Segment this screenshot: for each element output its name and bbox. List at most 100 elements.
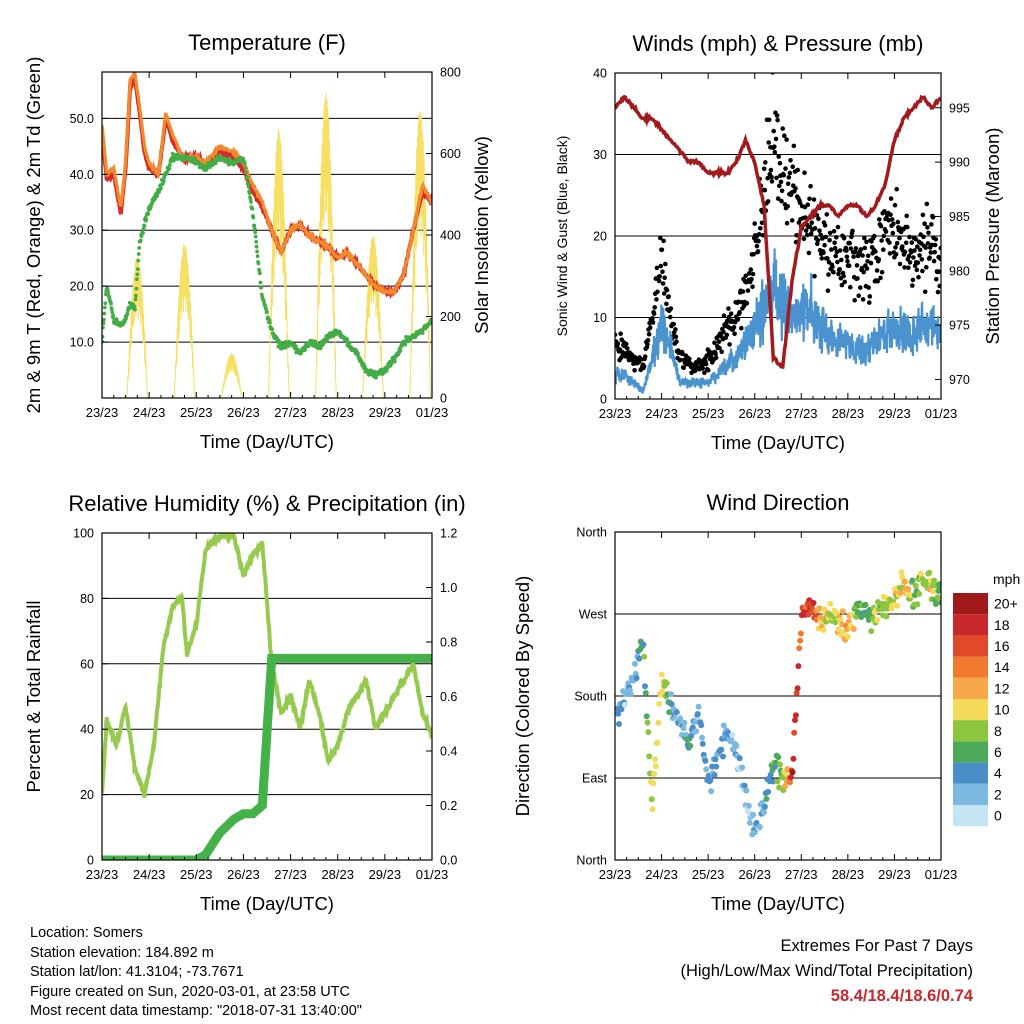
gust-point bbox=[931, 258, 937, 264]
dewpoint-point bbox=[102, 325, 105, 330]
gust-point bbox=[881, 233, 887, 239]
station-info: Location: Somers Station elevation: 184.… bbox=[30, 924, 362, 1022]
y-right-tick-label: 990 bbox=[949, 156, 970, 170]
series-sonic-wind bbox=[615, 248, 941, 395]
gust-point bbox=[771, 128, 776, 134]
colorbar-swatch bbox=[953, 783, 988, 805]
gust-point bbox=[858, 247, 864, 252]
colorbar-swatch bbox=[953, 805, 988, 827]
gust-point bbox=[837, 248, 843, 253]
gust-point bbox=[937, 283, 941, 289]
gust-point bbox=[878, 223, 884, 229]
gust-point bbox=[681, 365, 686, 371]
y-right-tick-label: 800 bbox=[440, 66, 461, 80]
gust-point bbox=[791, 143, 797, 149]
dewpoint-point bbox=[102, 321, 106, 326]
x-tick-label: 29/23 bbox=[878, 867, 911, 882]
gust-point bbox=[795, 167, 800, 173]
dewpoint-point bbox=[138, 238, 143, 243]
gust-point bbox=[851, 254, 856, 260]
gust-point bbox=[809, 220, 814, 225]
gust-point bbox=[910, 283, 915, 288]
direction-point bbox=[883, 613, 890, 620]
gust-point bbox=[740, 289, 746, 294]
direction-point bbox=[651, 771, 658, 777]
gust-point bbox=[806, 250, 812, 256]
gust-point bbox=[789, 218, 795, 223]
dewpoint-point bbox=[392, 359, 397, 364]
gust-point bbox=[700, 366, 705, 371]
y-tick-label: 30.0 bbox=[70, 224, 94, 238]
gust-point bbox=[862, 235, 867, 241]
gust-point bbox=[844, 254, 850, 260]
direction-point bbox=[930, 588, 937, 595]
gust-point bbox=[938, 256, 941, 261]
gust-point bbox=[855, 276, 860, 281]
x-tick-label: 27/23 bbox=[274, 867, 307, 882]
gust-point bbox=[687, 356, 692, 362]
x-tick-label: 23/23 bbox=[599, 406, 632, 421]
dewpoint-point bbox=[253, 230, 258, 235]
gust-point bbox=[663, 261, 668, 267]
gust-point bbox=[913, 236, 918, 242]
gust-point bbox=[721, 329, 726, 335]
direction-point bbox=[912, 582, 919, 589]
gust-point bbox=[664, 287, 670, 293]
gust-point bbox=[642, 354, 648, 359]
dewpoint-point bbox=[135, 267, 140, 271]
gust-point bbox=[824, 212, 830, 217]
gust-point bbox=[894, 240, 900, 246]
x-tick-label: 24/23 bbox=[645, 406, 678, 421]
gust-point bbox=[812, 273, 817, 279]
direction-point bbox=[616, 721, 622, 727]
gust-point bbox=[836, 271, 841, 277]
y-tick-label: 20 bbox=[80, 788, 94, 802]
gust-point bbox=[893, 245, 898, 250]
gust-point bbox=[664, 301, 669, 307]
direction-point bbox=[692, 718, 699, 725]
gust-point bbox=[902, 249, 908, 255]
gust-point bbox=[712, 340, 717, 346]
direction-point bbox=[839, 608, 846, 615]
dewpoint-point bbox=[345, 337, 349, 341]
gust-point bbox=[839, 282, 845, 288]
gust-point bbox=[777, 183, 782, 189]
gust-point bbox=[837, 267, 842, 272]
wind-direction-panel: 23/23 24/23 25/23 26/23 27/23 28/23 29/23 01/23… bbox=[512, 490, 1020, 914]
direction-point bbox=[868, 628, 875, 635]
gust-point bbox=[761, 166, 767, 172]
direction-point bbox=[774, 778, 781, 785]
y-tick-label: West bbox=[579, 608, 608, 622]
direction-point bbox=[909, 577, 916, 584]
gust-point bbox=[777, 160, 783, 166]
gust-point bbox=[832, 245, 838, 251]
humidity-marks bbox=[102, 533, 432, 860]
colorbar-swatch bbox=[953, 741, 988, 763]
dewpoint-point bbox=[258, 271, 262, 276]
direction-point bbox=[642, 683, 648, 690]
gust-point bbox=[926, 230, 931, 236]
gust-point bbox=[650, 320, 656, 325]
chart-title: Relative Humidity (%) & Precipitation (i… bbox=[68, 491, 465, 516]
dewpoint-point bbox=[125, 311, 130, 316]
dewpoint-point bbox=[139, 234, 144, 239]
x-tick-label: 25/23 bbox=[692, 406, 725, 421]
gust-point bbox=[934, 277, 939, 282]
dewpoint-point bbox=[127, 305, 132, 310]
gust-point bbox=[666, 294, 671, 299]
gust-point bbox=[842, 279, 847, 285]
x-tick-label: 25/23 bbox=[692, 867, 725, 882]
direction-point bbox=[695, 703, 702, 710]
dewpoint-point bbox=[253, 234, 258, 239]
direction-point bbox=[627, 691, 634, 698]
dewpoint-point bbox=[167, 166, 172, 171]
gust-point bbox=[726, 314, 732, 320]
gust-point bbox=[703, 361, 709, 367]
direction-point bbox=[694, 711, 701, 717]
direction-point bbox=[794, 685, 801, 692]
dewpoint-point bbox=[136, 258, 141, 263]
gust-point bbox=[790, 164, 795, 169]
y-right-tick-label: 0.2 bbox=[440, 799, 457, 813]
x-tick-label: 28/23 bbox=[832, 867, 865, 882]
gust-point bbox=[912, 248, 917, 253]
